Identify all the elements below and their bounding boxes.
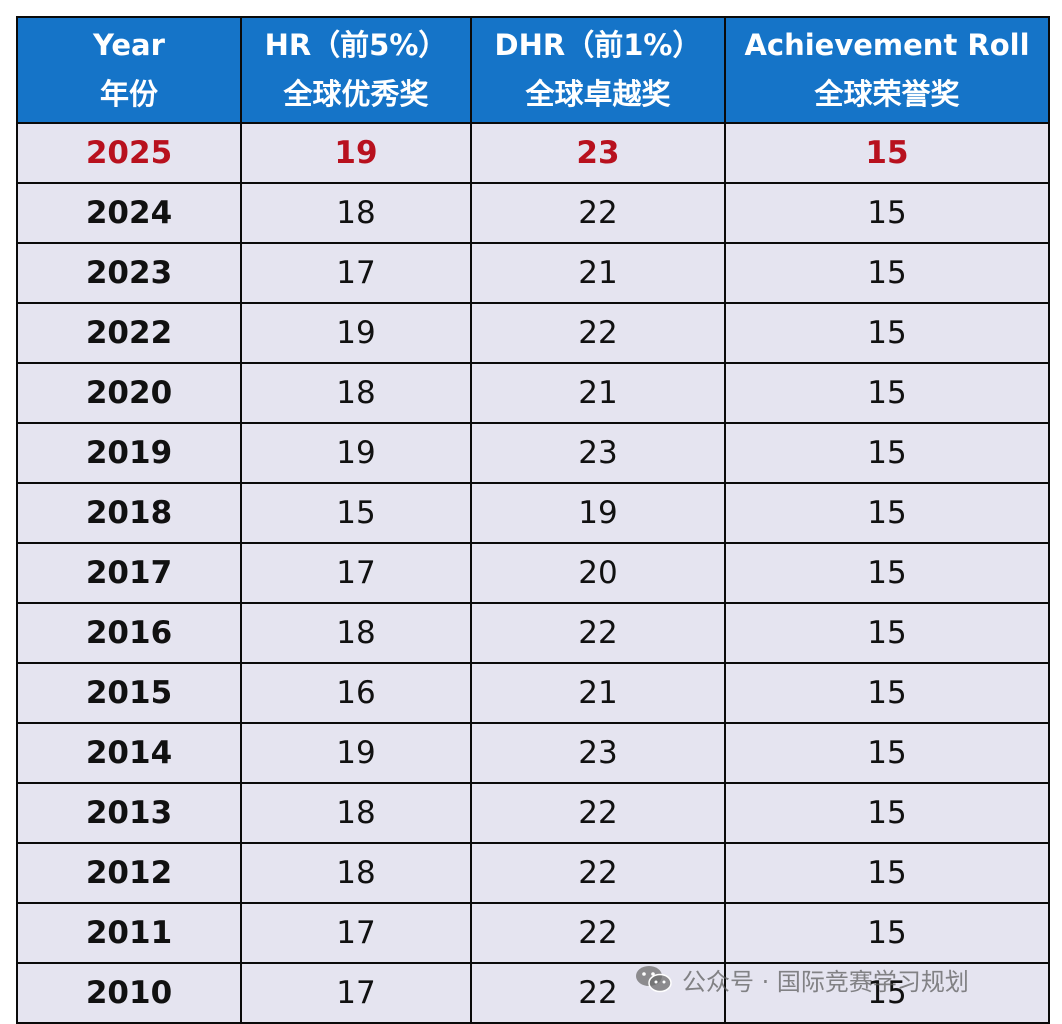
table-header-row: Year 年份 HR（前5%） 全球优秀奖 DHR（前1%） 全球卓越奖 Ach… xyxy=(16,16,1050,123)
cell-achievement-roll: 15 xyxy=(724,243,1050,304)
header-line-cn: 全球卓越奖 xyxy=(525,77,671,111)
cell-year: 2019 xyxy=(16,423,242,484)
table-row: 2024 18 22 15 xyxy=(16,183,1050,244)
table-body: 2025 19 23 15 2024 18 22 15 2023 17 21 15 2022 19 22 15… xyxy=(16,122,1050,1024)
cell-dhr: 21 xyxy=(470,363,726,424)
header-line-en: Year xyxy=(93,28,165,62)
cell-hr: 18 xyxy=(240,183,472,244)
column-header-hr: HR（前5%） 全球优秀奖 xyxy=(240,16,472,123)
cell-achievement-roll: 15 xyxy=(724,903,1050,964)
cell-hr: 19 xyxy=(240,122,472,184)
table-row: 2016 18 22 15 xyxy=(16,603,1050,664)
cell-year: 2011 xyxy=(16,903,242,964)
cell-dhr: 21 xyxy=(470,243,726,304)
cell-year: 2024 xyxy=(16,183,242,244)
cell-dhr: 20 xyxy=(470,543,726,604)
cell-year: 2016 xyxy=(16,603,242,664)
cell-hr: 16 xyxy=(240,663,472,724)
table-row: 2017 17 20 15 xyxy=(16,543,1050,604)
cell-achievement-roll: 15 xyxy=(724,603,1050,664)
cell-dhr: 23 xyxy=(470,723,726,784)
cell-year: 2012 xyxy=(16,843,242,904)
header-line-cn: 全球优秀奖 xyxy=(283,77,429,111)
column-header-year: Year 年份 xyxy=(16,16,242,123)
table-row: 2013 18 22 15 xyxy=(16,783,1050,844)
cell-achievement-roll: 15 xyxy=(724,423,1050,484)
cell-dhr: 22 xyxy=(470,903,726,964)
cell-hr: 18 xyxy=(240,603,472,664)
watermark: 公众号 · 国际竞赛学习规划 xyxy=(634,962,969,996)
table-row: 2025 19 23 15 xyxy=(16,122,1050,184)
wechat-icon xyxy=(636,966,672,993)
cell-dhr: 21 xyxy=(470,663,726,724)
cell-achievement-roll: 15 xyxy=(724,663,1050,724)
table-row: 2020 18 21 15 xyxy=(16,363,1050,424)
cell-hr: 19 xyxy=(240,723,472,784)
cell-dhr: 19 xyxy=(470,483,726,544)
cell-year: 2018 xyxy=(16,483,242,544)
cell-year: 2015 xyxy=(16,663,242,724)
cell-hr: 17 xyxy=(240,543,472,604)
cell-dhr: 22 xyxy=(470,783,726,844)
cell-year: 2022 xyxy=(16,303,242,364)
cell-year: 2010 xyxy=(16,963,242,1024)
cell-year: 2023 xyxy=(16,243,242,304)
cell-dhr: 22 xyxy=(470,843,726,904)
cell-achievement-roll: 15 xyxy=(724,363,1050,424)
cell-achievement-roll: 15 xyxy=(724,843,1050,904)
cell-hr: 15 xyxy=(240,483,472,544)
cell-hr: 18 xyxy=(240,363,472,424)
table-row: 2023 17 21 15 xyxy=(16,243,1050,304)
table-row: 2012 18 22 15 xyxy=(16,843,1050,904)
table-row: 2015 16 21 15 xyxy=(16,663,1050,724)
cell-year: 2013 xyxy=(16,783,242,844)
cell-hr: 19 xyxy=(240,423,472,484)
cell-dhr: 23 xyxy=(470,122,726,184)
cell-dhr: 23 xyxy=(470,423,726,484)
cell-hr: 18 xyxy=(240,843,472,904)
table-row: 2019 19 23 15 xyxy=(16,423,1050,484)
cell-year: 2020 xyxy=(16,363,242,424)
cell-hr: 17 xyxy=(240,903,472,964)
table-row: 2010 17 22 15 xyxy=(16,963,1050,1024)
watermark-text: 公众号 · 国际竞赛学习规划 xyxy=(682,967,969,996)
cell-hr: 19 xyxy=(240,303,472,364)
table-row: 2022 19 22 15 xyxy=(16,303,1050,364)
header-line-en: Achievement Roll xyxy=(744,28,1030,62)
header-line-cn: 全球荣誉奖 xyxy=(814,77,960,111)
table-row: 2018 15 19 15 xyxy=(16,483,1050,544)
column-header-achievement-roll: Achievement Roll 全球荣誉奖 xyxy=(724,16,1050,123)
cell-dhr: 22 xyxy=(470,963,726,1024)
cell-achievement-roll: 15 xyxy=(724,543,1050,604)
cell-achievement-roll: 15 xyxy=(724,723,1050,784)
cell-achievement-roll: 15 xyxy=(724,183,1050,244)
cell-dhr: 22 xyxy=(470,603,726,664)
cell-hr: 18 xyxy=(240,783,472,844)
cell-achievement-roll: 15 xyxy=(724,483,1050,544)
cell-year: 2014 xyxy=(16,723,242,784)
table-row: 2011 17 22 15 xyxy=(16,903,1050,964)
cell-year: 2025 xyxy=(16,122,242,184)
cell-year: 2017 xyxy=(16,543,242,604)
score-cutoff-table: Year 年份 HR（前5%） 全球优秀奖 DHR（前1%） 全球卓越奖 Ach… xyxy=(16,16,1050,1024)
cell-achievement-roll: 15 xyxy=(724,303,1050,364)
score-table-container: Year 年份 HR（前5%） 全球优秀奖 DHR（前1%） 全球卓越奖 Ach… xyxy=(16,16,1050,1024)
table-row: 2014 19 23 15 xyxy=(16,723,1050,784)
header-line-en: DHR（前1%） xyxy=(494,28,702,62)
cell-hr: 17 xyxy=(240,963,472,1024)
cell-dhr: 22 xyxy=(470,183,726,244)
header-line-en: HR（前5%） xyxy=(264,28,448,62)
cell-achievement-roll: 15 xyxy=(724,783,1050,844)
cell-dhr: 22 xyxy=(470,303,726,364)
cell-hr: 17 xyxy=(240,243,472,304)
header-line-cn: 年份 xyxy=(99,77,158,111)
column-header-dhr: DHR（前1%） 全球卓越奖 xyxy=(470,16,726,123)
cell-achievement-roll: 15 xyxy=(724,122,1050,184)
